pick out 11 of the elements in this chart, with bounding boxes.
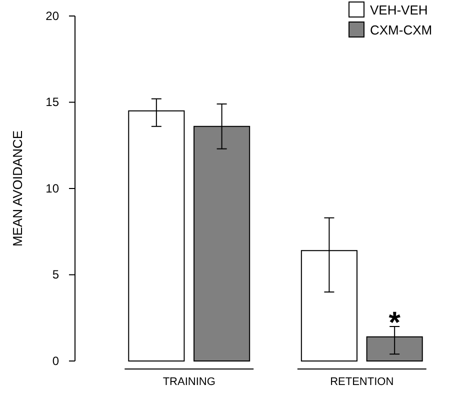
y-axis-title: MEAN AVOIDANCE <box>10 130 25 247</box>
y-tick-label: 20 <box>46 8 60 23</box>
legend-label: VEH-VEH <box>370 2 428 18</box>
y-tick-label: 0 <box>52 354 60 368</box>
x-tick-label: RETENTION <box>330 376 394 388</box>
legend-label: CXM-CXM <box>370 22 432 38</box>
annotation: * <box>388 306 401 340</box>
x-tick-label: TRAINING <box>162 376 216 388</box>
y-tick-label: 15 <box>46 95 60 110</box>
y-tick-label: 10 <box>46 181 60 196</box>
y-tick-label: 5 <box>52 268 60 282</box>
